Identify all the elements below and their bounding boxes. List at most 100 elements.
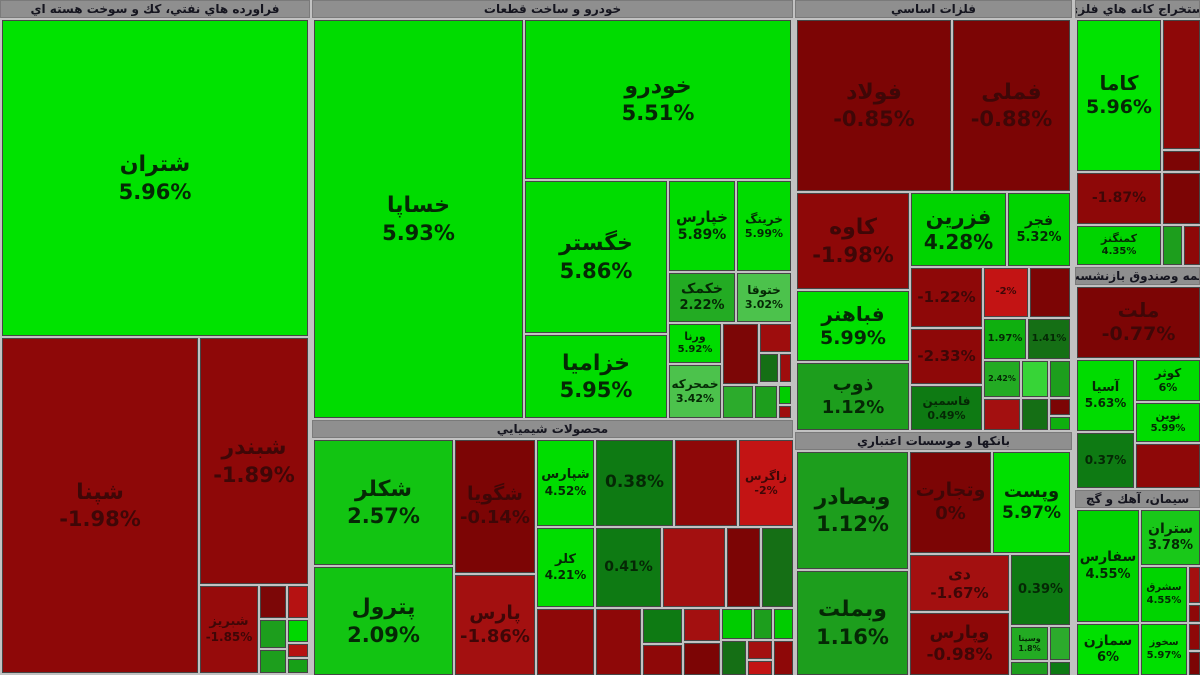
treemap-cell[interactable] bbox=[762, 528, 793, 607]
treemap-cell[interactable]: فولاد -0.85% bbox=[797, 20, 951, 191]
treemap-cell[interactable]: شپارس 4.52% bbox=[537, 440, 594, 526]
treemap-cell[interactable]: فاسمین 0.49% bbox=[911, 386, 982, 430]
treemap-cell[interactable] bbox=[723, 324, 758, 384]
treemap-cell[interactable] bbox=[780, 354, 791, 382]
treemap-cell[interactable] bbox=[1050, 662, 1070, 675]
treemap-cell[interactable]: آسیا 5.63% bbox=[1077, 360, 1134, 431]
treemap-cell[interactable]: پارس -1.86% bbox=[455, 575, 535, 675]
treemap-cell[interactable] bbox=[754, 609, 772, 639]
treemap-cell[interactable]: 0.39% bbox=[1011, 555, 1070, 625]
treemap-cell[interactable]: شتران 5.96% bbox=[2, 20, 308, 336]
treemap-cell[interactable] bbox=[663, 528, 725, 607]
treemap-cell[interactable] bbox=[755, 386, 777, 418]
treemap-cell[interactable] bbox=[779, 406, 791, 418]
treemap-cell[interactable]: پترول 2.09% bbox=[314, 567, 453, 675]
treemap-cell[interactable] bbox=[288, 586, 308, 618]
treemap-cell[interactable]: 2.42% bbox=[984, 361, 1020, 397]
treemap-cell[interactable]: خکمک 2.22% bbox=[669, 273, 735, 322]
treemap-cell[interactable]: شبریز -1.85% bbox=[200, 586, 258, 673]
treemap-cell[interactable]: 0.38% bbox=[596, 440, 673, 526]
treemap-cell[interactable] bbox=[1163, 151, 1200, 171]
treemap-cell[interactable]: کلر 4.21% bbox=[537, 528, 594, 607]
treemap-cell[interactable] bbox=[675, 440, 737, 526]
treemap-cell[interactable] bbox=[1050, 417, 1070, 430]
treemap-cell[interactable]: فملی -0.88% bbox=[953, 20, 1070, 191]
treemap-cell[interactable]: شگویا -0.14% bbox=[455, 440, 535, 573]
treemap-cell[interactable] bbox=[774, 609, 793, 639]
treemap-cell[interactable]: 0.41% bbox=[596, 528, 661, 607]
treemap-cell[interactable] bbox=[1163, 173, 1200, 224]
treemap-cell[interactable]: ستران 3.78% bbox=[1141, 510, 1200, 565]
treemap-cell[interactable] bbox=[288, 644, 308, 657]
treemap-cell[interactable] bbox=[288, 659, 308, 673]
treemap-cell[interactable] bbox=[288, 620, 308, 642]
treemap-cell[interactable] bbox=[260, 650, 286, 673]
treemap-cell[interactable]: خمحرکه 3.42% bbox=[669, 365, 721, 418]
treemap-cell[interactable] bbox=[1163, 226, 1182, 265]
treemap-cell[interactable]: وپارس -0.98% bbox=[910, 613, 1009, 675]
treemap-cell[interactable]: فزرین 4.28% bbox=[911, 193, 1006, 266]
treemap-cell[interactable]: خودرو 5.51% bbox=[525, 20, 791, 179]
treemap-cell[interactable]: وسینا 1.8% bbox=[1011, 627, 1048, 660]
treemap-cell[interactable]: سخوز 5.97% bbox=[1141, 624, 1187, 675]
treemap-cell[interactable] bbox=[760, 354, 778, 382]
treemap-cell[interactable]: وتجارت 0% bbox=[910, 452, 991, 553]
treemap-cell[interactable]: خزامیا 5.95% bbox=[525, 335, 667, 418]
treemap-cell[interactable]: 0.37% bbox=[1077, 433, 1134, 488]
treemap-cell[interactable] bbox=[1189, 652, 1200, 675]
treemap-cell[interactable]: کمنگنز 4.35% bbox=[1077, 226, 1161, 265]
treemap-cell[interactable]: زاگرس -2% bbox=[739, 440, 793, 526]
treemap-cell[interactable] bbox=[723, 386, 753, 418]
treemap-cell[interactable]: 1.41% bbox=[1028, 319, 1070, 359]
treemap-cell[interactable] bbox=[684, 643, 720, 675]
treemap-cell[interactable]: -2.33% bbox=[911, 329, 982, 384]
treemap-cell[interactable]: شکلر 2.57% bbox=[314, 440, 453, 565]
treemap-cell[interactable] bbox=[748, 641, 772, 659]
treemap-cell[interactable] bbox=[1011, 662, 1048, 675]
treemap-cell[interactable]: خساپا 5.93% bbox=[314, 20, 523, 418]
treemap-cell[interactable]: سمازن 6% bbox=[1077, 624, 1139, 675]
treemap-cell[interactable] bbox=[684, 609, 720, 641]
treemap-cell[interactable]: کاما 5.96% bbox=[1077, 20, 1161, 171]
treemap-cell[interactable] bbox=[748, 661, 772, 675]
treemap-cell[interactable] bbox=[1022, 361, 1048, 397]
treemap-cell[interactable]: سشرق 4.55% bbox=[1141, 567, 1187, 622]
treemap-cell[interactable] bbox=[1189, 567, 1200, 603]
treemap-cell[interactable]: سفارس 4.55% bbox=[1077, 510, 1139, 622]
treemap-cell[interactable]: ذوب 1.12% bbox=[797, 363, 909, 430]
treemap-cell[interactable] bbox=[260, 620, 286, 648]
treemap-cell[interactable] bbox=[1050, 399, 1070, 415]
treemap-cell[interactable] bbox=[643, 645, 682, 675]
treemap-cell[interactable]: وپست 5.97% bbox=[993, 452, 1070, 553]
treemap-cell[interactable] bbox=[260, 586, 286, 618]
treemap-cell[interactable] bbox=[779, 386, 791, 404]
treemap-cell[interactable]: -1.87% bbox=[1077, 173, 1161, 224]
treemap-cell[interactable] bbox=[727, 528, 760, 607]
treemap-cell[interactable]: ملت -0.77% bbox=[1077, 287, 1200, 358]
treemap-cell[interactable] bbox=[1189, 605, 1200, 622]
treemap-cell[interactable] bbox=[760, 324, 791, 352]
treemap-cell[interactable]: -2% bbox=[984, 268, 1028, 317]
treemap-cell[interactable] bbox=[984, 399, 1020, 430]
treemap-cell[interactable]: کاوه -1.98% bbox=[797, 193, 909, 289]
treemap-cell[interactable] bbox=[774, 641, 793, 675]
treemap-cell[interactable] bbox=[1030, 268, 1070, 317]
treemap-cell[interactable]: دی -1.67% bbox=[910, 555, 1009, 611]
treemap-cell[interactable]: وبملت 1.16% bbox=[797, 571, 908, 675]
treemap-cell[interactable]: فباهنر 5.99% bbox=[797, 291, 909, 361]
treemap-cell[interactable]: 1.97% bbox=[984, 319, 1026, 359]
treemap-cell[interactable] bbox=[1050, 627, 1070, 660]
treemap-cell[interactable] bbox=[1184, 226, 1200, 265]
treemap-cell[interactable] bbox=[1136, 444, 1200, 488]
treemap-cell[interactable]: فجر 5.32% bbox=[1008, 193, 1070, 266]
treemap-cell[interactable]: ختوقا 3.02% bbox=[737, 273, 791, 322]
treemap-cell[interactable] bbox=[596, 609, 641, 675]
treemap-cell[interactable] bbox=[537, 609, 594, 675]
treemap-cell[interactable] bbox=[643, 609, 682, 643]
treemap-cell[interactable] bbox=[1189, 624, 1200, 650]
treemap-cell[interactable] bbox=[722, 641, 746, 675]
treemap-cell[interactable] bbox=[722, 609, 752, 639]
treemap-cell[interactable]: وبصادر 1.12% bbox=[797, 452, 908, 569]
treemap-cell[interactable] bbox=[1163, 20, 1200, 149]
treemap-cell[interactable]: شپنا -1.98% bbox=[2, 338, 198, 673]
